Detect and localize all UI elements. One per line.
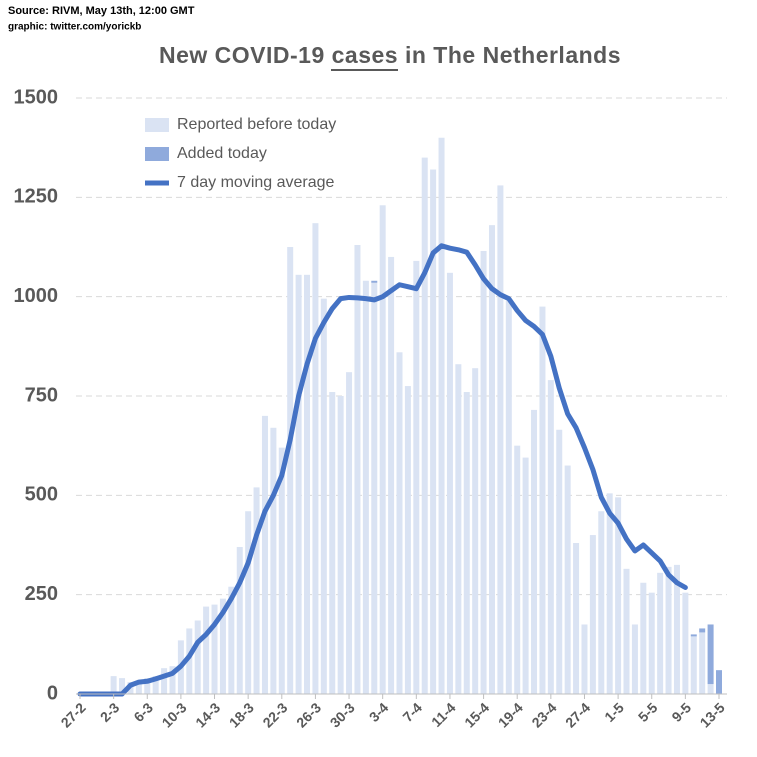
bar-segment — [690, 634, 697, 637]
bar-segment — [371, 282, 378, 694]
bar-segment — [245, 511, 252, 694]
bar-segment — [194, 620, 201, 694]
bar-segment — [203, 606, 210, 694]
y-tick-label: 1500 — [14, 86, 59, 108]
legend-label: Reported before today — [177, 116, 336, 133]
bar-segment — [135, 682, 142, 694]
bar-segment — [699, 632, 706, 694]
bar-segment — [295, 274, 302, 694]
bar-segment — [186, 628, 193, 694]
credit: graphic: twitter.com/yorickb — [8, 22, 141, 33]
bar-segment — [371, 280, 378, 283]
bar-segment — [379, 205, 386, 694]
bar-segment — [665, 566, 672, 694]
bar-segment — [219, 598, 226, 694]
y-tick-label: 1250 — [14, 186, 59, 208]
bar-segment — [682, 592, 689, 694]
bar-segment — [421, 157, 428, 695]
bar-segment — [354, 245, 361, 694]
bar-segment — [396, 352, 403, 694]
bar-segment — [144, 678, 151, 694]
bar-segment — [573, 543, 580, 694]
bar-segment — [388, 256, 395, 694]
bar-segment — [514, 445, 521, 694]
bar-segment — [346, 372, 353, 694]
bar-segment — [707, 624, 714, 685]
bar-segment — [547, 380, 554, 694]
legend-swatch — [145, 147, 169, 161]
bar-segment — [312, 223, 319, 694]
bar-segment — [404, 386, 411, 694]
bar-segment — [320, 298, 327, 694]
bar-segment — [211, 604, 218, 694]
source: Source: RIVM, May 13th, 12:00 GMT — [8, 5, 195, 17]
bar-segment — [497, 185, 504, 694]
bar-segment — [270, 427, 277, 694]
y-tick-label: 250 — [25, 583, 58, 605]
bar-segment — [304, 274, 311, 694]
bar-segment — [531, 409, 538, 694]
bar-segment — [430, 169, 437, 694]
bar-segment — [480, 250, 487, 694]
bar-segment — [463, 392, 470, 694]
bar-segment — [329, 392, 336, 694]
bar-segment — [119, 678, 126, 694]
bar-segment — [623, 568, 630, 694]
bar-segment — [228, 586, 235, 694]
bar-segment — [589, 535, 596, 694]
y-tick-label: 750 — [25, 384, 58, 406]
bar-segment — [648, 592, 655, 694]
y-tick-label: 500 — [25, 484, 58, 506]
bar-segment — [438, 137, 445, 694]
bar-segment — [505, 300, 512, 694]
legend-swatch — [145, 118, 169, 132]
bar-segment — [413, 260, 420, 694]
bar-segment — [581, 624, 588, 694]
y-tick-label: 0 — [47, 682, 58, 704]
bar-segment — [564, 465, 571, 694]
bar-segment — [152, 676, 159, 694]
bar-segment — [236, 546, 243, 694]
bar-segment — [110, 676, 117, 694]
bar-segment — [598, 511, 605, 694]
bar-segment — [161, 668, 168, 694]
bar-segment — [278, 447, 285, 694]
bar-segment — [522, 457, 529, 694]
bar-segment — [446, 272, 453, 694]
bar-segment — [287, 247, 294, 694]
bar-segment — [261, 415, 268, 694]
bar-segment — [631, 624, 638, 694]
bar-segment — [606, 493, 613, 694]
bar-segment — [640, 582, 647, 694]
bar-segment — [169, 666, 176, 694]
legend-label: 7 day moving average — [177, 174, 335, 191]
bar-segment — [707, 684, 714, 694]
legend-label: Added today — [177, 145, 267, 162]
bar-segment — [488, 225, 495, 694]
bar-segment — [657, 572, 664, 694]
bar-segment — [253, 487, 260, 694]
moving-average-line — [77, 243, 688, 697]
bar-segment — [455, 364, 462, 694]
bar-segment — [556, 429, 563, 694]
bar-segment — [472, 368, 479, 694]
bar-segment — [362, 280, 369, 694]
bar-segment — [690, 636, 697, 694]
bar-segment — [615, 497, 622, 694]
bar-segment — [337, 396, 344, 694]
y-tick-label: 1000 — [14, 285, 59, 307]
bar-segment — [716, 670, 722, 694]
bar-segment — [699, 628, 706, 633]
bar-segment — [539, 306, 546, 694]
bar-segment — [673, 564, 680, 694]
chart-title: New COVID-19 cases in The Netherlands — [159, 42, 621, 68]
